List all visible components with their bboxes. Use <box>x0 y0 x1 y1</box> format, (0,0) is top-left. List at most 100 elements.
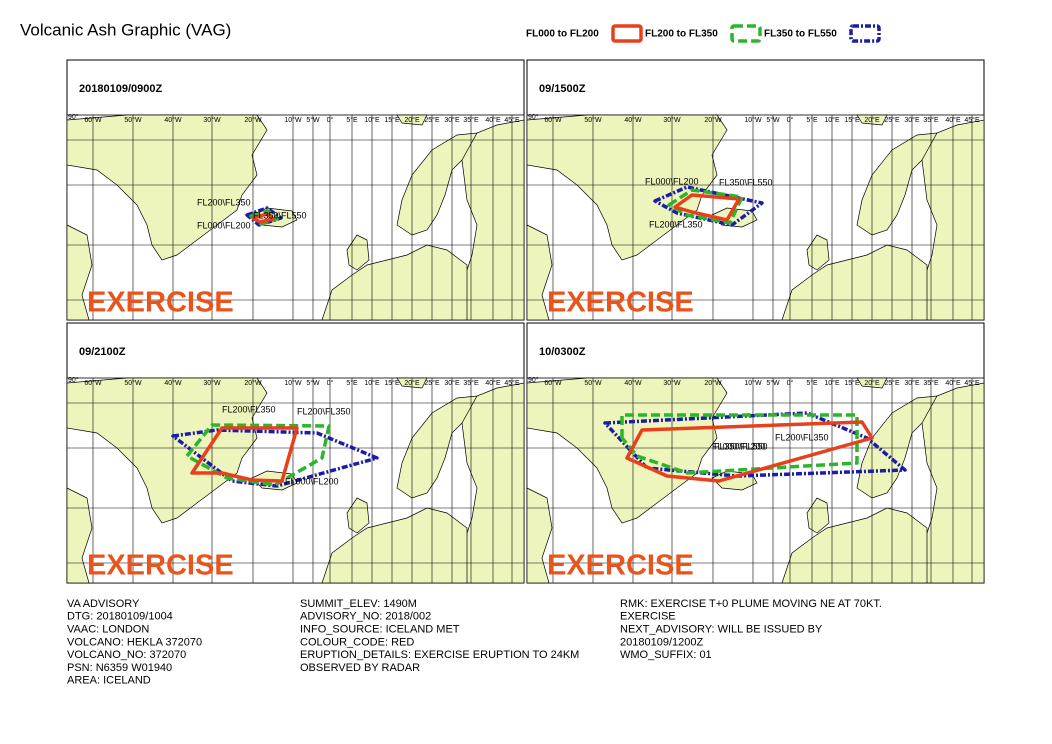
longitude-label: 20°E <box>864 379 880 387</box>
ash-area <box>171 428 379 488</box>
longitude-label: 10°E <box>364 379 380 387</box>
land <box>346 497 370 534</box>
longitude-label: 5°W <box>306 116 320 124</box>
legend-label: FL350 to FL550 <box>764 29 837 40</box>
watermark: EXERCISE <box>87 550 234 582</box>
latitude-label: 90° <box>68 376 79 384</box>
legend-swatch <box>849 24 881 43</box>
longitude-label: 60°W <box>544 116 562 124</box>
longitude-label: 20°W <box>704 116 722 124</box>
longitude-label: 5°W <box>766 116 780 124</box>
longitude-label: 30°E <box>444 379 460 387</box>
ash-area <box>185 423 331 487</box>
longitude-label: 25°E <box>884 116 900 124</box>
longitude-label: 5°E <box>346 116 358 124</box>
map: 60°W 50°W 40°W 30°W 20°W 10°W 5°W 0° 5°E 10°E 15°E… <box>526 113 985 321</box>
longitude-label: 40°E <box>945 379 961 387</box>
land <box>806 234 830 271</box>
longitude-label: 40°W <box>164 379 182 387</box>
longitude-label: 60°W <box>84 116 102 124</box>
legend-swatch <box>730 24 762 43</box>
longitude-label: 45°E <box>504 379 520 387</box>
longitude-label: 30°E <box>904 116 920 124</box>
ash-area-label: FL000\FL200 <box>712 441 766 451</box>
land <box>781 244 928 321</box>
ash-area <box>245 206 283 227</box>
longitude-label: 5°E <box>806 379 818 387</box>
valid-time: 09/2100Z <box>79 346 126 358</box>
advisory-line: VOLCANO_NO: 372070 <box>67 649 186 661</box>
latitude-label: 90° <box>528 113 539 121</box>
longitude-label: 40°E <box>485 116 501 124</box>
ash-area <box>249 209 279 226</box>
advisory-line: NEXT_ADVISORY: WILL BE ISSUED BY <box>620 624 823 636</box>
longitude-label: 20°W <box>244 116 262 124</box>
advisory-line: PSN: N6359 W01940 <box>67 662 172 674</box>
ash-area <box>603 411 907 478</box>
longitude-label: 20°E <box>404 116 420 124</box>
longitude-label: 25°E <box>424 379 440 387</box>
longitude-label: 30°E <box>904 379 920 387</box>
land <box>781 507 928 584</box>
longitude-label: 10°W <box>744 116 762 124</box>
longitude-label: 40°W <box>624 116 642 124</box>
latitude-label: 90° <box>528 376 539 384</box>
land <box>66 224 93 321</box>
longitude-label: 10°W <box>284 116 302 124</box>
map-panel: 09/1500Z 60°W 50°W 40°W 30°W 20°W 10°W 5°W 0° 5°E… <box>526 59 985 321</box>
longitude-label: 25°E <box>884 379 900 387</box>
longitude-label: 20°W <box>244 379 262 387</box>
longitude-label: 10°E <box>364 116 380 124</box>
land <box>66 487 93 584</box>
longitude-label: 5°E <box>806 116 818 124</box>
longitude-label: 5°W <box>306 379 320 387</box>
ash-area-label: FL200\FL350 <box>649 219 703 229</box>
watermark: EXERCISE <box>547 550 694 582</box>
longitude-label: 30°W <box>203 116 221 124</box>
ash-area-label: FL200\FL350 <box>197 197 251 207</box>
legend-swatch <box>611 24 643 43</box>
map: 60°W 50°W 40°W 30°W 20°W 10°W 5°W 0° 5°E 10°E 15°E… <box>66 376 525 584</box>
map-panel: 10/0300Z 60°W 50°W 40°W 30°W 20°W 10°W 5°W 0° 5°E… <box>526 322 985 584</box>
ash-area-label: FL000\FL200 <box>285 476 339 486</box>
longitude-label: 0° <box>787 379 794 387</box>
ash-area <box>673 193 741 222</box>
longitude-label: 10°W <box>284 379 302 387</box>
longitude-label: 35°E <box>463 116 479 124</box>
longitude-label: 60°W <box>544 379 562 387</box>
longitude-label: 30°W <box>203 379 221 387</box>
watermark: EXERCISE <box>547 287 694 319</box>
longitude-label: 15°E <box>844 116 860 124</box>
advisory-line: ERUPTION_DETAILS: EXERCISE ERUPTION TO 2… <box>300 649 579 661</box>
advisory-line: 20180109/1200Z <box>620 636 703 648</box>
ash-area <box>625 420 874 483</box>
watermark: EXERCISE <box>87 287 234 319</box>
ash-area <box>251 212 275 224</box>
latitude-label: 90° <box>68 113 79 121</box>
ash-area-label: FL350\FL550 <box>719 177 773 187</box>
map-panel: 20180109/0900Z 60°W 50°W 40°W 30°W 20°W 10°W 5°… <box>66 59 525 321</box>
longitude-label: 25°E <box>424 116 440 124</box>
valid-time: 09/1500Z <box>539 83 586 95</box>
ash-area-label: FL200\FL350 <box>222 404 276 414</box>
legend-label: FL000 to FL200 <box>526 29 599 40</box>
longitude-label: 60°W <box>84 379 102 387</box>
longitude-label: 15°E <box>384 116 400 124</box>
longitude-label: 0° <box>327 379 334 387</box>
land <box>321 507 468 584</box>
longitude-label: 40°E <box>485 379 501 387</box>
longitude-label: 35°E <box>463 379 479 387</box>
longitude-label: 15°E <box>844 379 860 387</box>
longitude-label: 10°W <box>744 379 762 387</box>
land <box>321 244 468 321</box>
ash-area-label: FL200\FL350 <box>297 406 351 416</box>
title: Volcanic Ash Graphic (VAG) <box>20 20 231 39</box>
longitude-label: 30°W <box>663 116 681 124</box>
land <box>526 224 553 321</box>
legend-label: FL200 to FL350 <box>645 29 718 40</box>
longitude-label: 45°E <box>964 379 980 387</box>
advisory-line: INFO_SOURCE: ICELAND MET <box>300 624 460 636</box>
ash-area-label: FL350\FL550 <box>253 210 307 220</box>
longitude-label: 45°E <box>964 116 980 124</box>
